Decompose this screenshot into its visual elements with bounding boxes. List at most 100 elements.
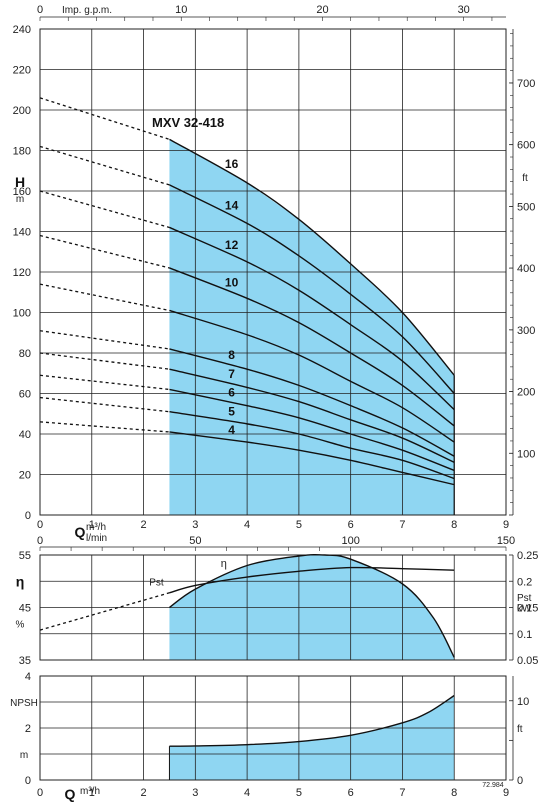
x-axis-unit: m³/h [86,522,106,533]
top-axis-label: Imp. g.p.m. [62,5,112,16]
tick-label-y: 60 [19,389,31,401]
curve-label-pst: Pst [149,577,164,588]
curve-dashed-unlabeled [39,283,170,312]
npsh-fill [169,695,455,780]
tick-label-gpm: 30 [458,4,470,16]
tick-label-lmin: 100 [341,535,359,547]
curve-label-14: 14 [225,199,239,213]
tick-label-x: 2 [140,519,146,531]
curve-12 [169,226,455,411]
curve-14 [169,184,455,394]
tick-label-eta: 55 [19,550,31,562]
tick-label-y: 40 [19,429,31,441]
tick-label-lmin: 0 [37,535,43,547]
tick-label-x-bottom: 4 [244,787,250,799]
tick-label-ft: 100 [517,448,535,460]
tick-label-lmin: 150 [497,535,515,547]
tick-label-y: 180 [13,146,31,158]
tick-label-x-bottom: 2 [140,787,146,799]
curve-dashed-8 [39,330,170,350]
tick-label-y: 100 [13,308,31,320]
plot-frame-npsh [39,675,507,781]
curve-7 [169,368,455,463]
npsh-axis-label: NPSH [10,698,38,709]
tick-label-y: 160 [13,186,31,198]
curve-label-6: 6 [228,385,235,399]
curve-dashed-10 [39,234,170,269]
x-axis-unit-bottom: m³/h [80,786,100,797]
tick-label-x: 3 [192,519,198,531]
tick-label-lmin: 50 [189,535,201,547]
operating-range-fill [169,139,455,516]
tick-label-x-bottom: 6 [348,787,354,799]
tick-label-kw: 0.2 [517,576,532,588]
curve-label-16: 16 [225,157,239,171]
tick-label-y: 240 [13,24,31,36]
x-axis-unit-2: l/min [86,533,107,544]
curve-power-dashed [39,592,170,631]
plot-frame-head [39,28,507,516]
tick-label-x: 0 [37,519,43,531]
tick-label-npsh: 2 [25,723,31,735]
tick-label-x-bottom: 5 [296,787,302,799]
tick-label-x-bottom: 3 [192,787,198,799]
tick-label-ft: 300 [517,325,535,337]
tick-label-x: 5 [296,519,302,531]
tick-label-kw: 0.05 [517,655,538,667]
tick-label-npsh: 0 [25,775,31,787]
curve-8 [169,348,455,457]
y-axis-label: H [15,174,25,190]
curve-label-eta: η [221,558,227,570]
tick-label-ft: 400 [517,263,535,275]
chart-title: MXV 32-418 [152,115,224,130]
curve-npsh [169,694,455,747]
tick-label-npsh-ft: 10 [517,696,529,708]
tick-label-x-bottom: 8 [451,787,457,799]
tick-label-ft: 700 [517,78,535,90]
tick-label-x: 8 [451,519,457,531]
curve-dashed-16 [39,97,170,140]
eta-axis-unit: % [16,619,25,630]
tick-label-x: 7 [399,519,405,531]
curve-16 [169,138,455,376]
x-axis-label: Q [75,524,86,540]
tick-label-y: 0 [25,510,31,522]
tick-label-gpm: 20 [316,4,328,16]
tick-label-kw: 0.15 [517,603,538,615]
kw-axis-label: Pst [517,593,532,604]
tick-label-npsh-ft: 0 [517,775,523,787]
curve-label-5: 5 [228,404,235,418]
tick-label-npsh: 4 [25,671,31,683]
tick-label-y: 20 [19,470,31,482]
curve-dashed-4 [39,421,170,433]
tick-label-gpm: 0 [37,4,43,16]
tick-label-ft: 500 [517,201,535,213]
curve-unlabeled [169,309,455,443]
curve-dashed-7 [39,352,170,370]
tick-label-kw: 0.25 [517,550,538,562]
y2-axis-unit: ft [522,173,528,184]
curve-5 [169,411,455,480]
tick-label-x-bottom: 1 [89,787,95,799]
npsh-ft-unit: ft [517,724,523,735]
tick-label-x: 9 [503,519,509,531]
curve-6 [169,388,455,472]
npsh-axis-unit: m [20,750,28,761]
tick-label-y: 220 [13,65,31,77]
curve-efficiency [169,553,455,658]
tick-label-ft: 600 [517,140,535,152]
tick-label-gpm: 10 [175,4,187,16]
curve-label-4: 4 [228,423,235,437]
tick-label-x: 4 [244,519,250,531]
y-axis-unit: m [16,194,24,205]
tick-label-y: 200 [13,105,31,117]
curve-power [169,566,455,594]
curve-dashed-12 [39,190,170,229]
curve-label-10: 10 [225,275,239,289]
tick-label-y: 120 [13,267,31,279]
curve-dashed-5 [39,396,170,413]
tick-label-x-bottom: 7 [399,787,405,799]
tick-label-eta: 45 [19,603,31,615]
tick-label-ft: 200 [517,387,535,399]
